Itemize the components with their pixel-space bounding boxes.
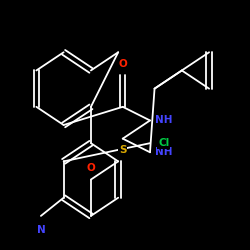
Text: O: O: [118, 59, 127, 69]
Text: N: N: [36, 224, 45, 234]
Text: NH: NH: [155, 147, 172, 157]
Text: Cl: Cl: [158, 138, 169, 148]
Text: S: S: [119, 145, 126, 155]
Text: NH: NH: [155, 116, 172, 126]
Text: O: O: [86, 163, 95, 173]
